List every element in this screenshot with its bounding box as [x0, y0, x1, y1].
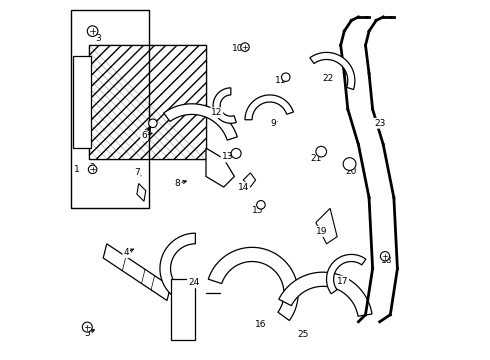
Text: 15: 15	[252, 206, 263, 215]
Text: 20: 20	[345, 167, 357, 176]
Text: 4: 4	[123, 248, 129, 257]
Circle shape	[316, 146, 326, 157]
Text: 14: 14	[238, 183, 249, 192]
Text: 12: 12	[211, 108, 222, 117]
Text: 17: 17	[337, 276, 348, 285]
Text: 19: 19	[316, 227, 327, 236]
Text: 22: 22	[323, 75, 334, 84]
Polygon shape	[137, 184, 146, 201]
Polygon shape	[310, 53, 355, 90]
Circle shape	[231, 148, 241, 158]
Bar	[89, 45, 206, 159]
Polygon shape	[164, 104, 237, 140]
Polygon shape	[208, 247, 298, 320]
Text: 10: 10	[232, 44, 244, 53]
Text: 2: 2	[90, 163, 96, 172]
Circle shape	[343, 158, 356, 170]
Text: 1: 1	[74, 165, 79, 174]
Circle shape	[257, 201, 265, 209]
Text: 24: 24	[188, 278, 199, 287]
Text: 7: 7	[134, 168, 140, 177]
Bar	[73, 56, 91, 148]
Bar	[89, 45, 206, 159]
Text: 18: 18	[381, 256, 392, 265]
Circle shape	[241, 43, 249, 51]
Polygon shape	[316, 208, 337, 244]
Text: 23: 23	[374, 119, 385, 128]
Polygon shape	[245, 95, 294, 120]
Text: 13: 13	[221, 153, 233, 162]
Circle shape	[82, 322, 92, 332]
Polygon shape	[326, 255, 366, 294]
Text: 25: 25	[298, 330, 309, 339]
Circle shape	[88, 165, 97, 174]
Text: 11: 11	[275, 76, 286, 85]
Circle shape	[380, 252, 390, 261]
Polygon shape	[103, 244, 171, 301]
Text: 8: 8	[175, 179, 180, 188]
Text: 9: 9	[270, 119, 276, 128]
Text: 5: 5	[84, 329, 90, 338]
Polygon shape	[171, 279, 196, 339]
Circle shape	[282, 73, 290, 81]
Polygon shape	[160, 233, 196, 302]
Polygon shape	[279, 272, 372, 316]
Text: 21: 21	[310, 153, 321, 162]
Text: 16: 16	[255, 320, 267, 329]
Text: 6: 6	[141, 131, 147, 140]
Circle shape	[148, 119, 157, 127]
Text: 3: 3	[95, 34, 101, 43]
Polygon shape	[243, 173, 256, 187]
Polygon shape	[213, 88, 236, 123]
Bar	[72, 10, 149, 208]
Polygon shape	[206, 148, 234, 187]
Circle shape	[87, 26, 98, 36]
